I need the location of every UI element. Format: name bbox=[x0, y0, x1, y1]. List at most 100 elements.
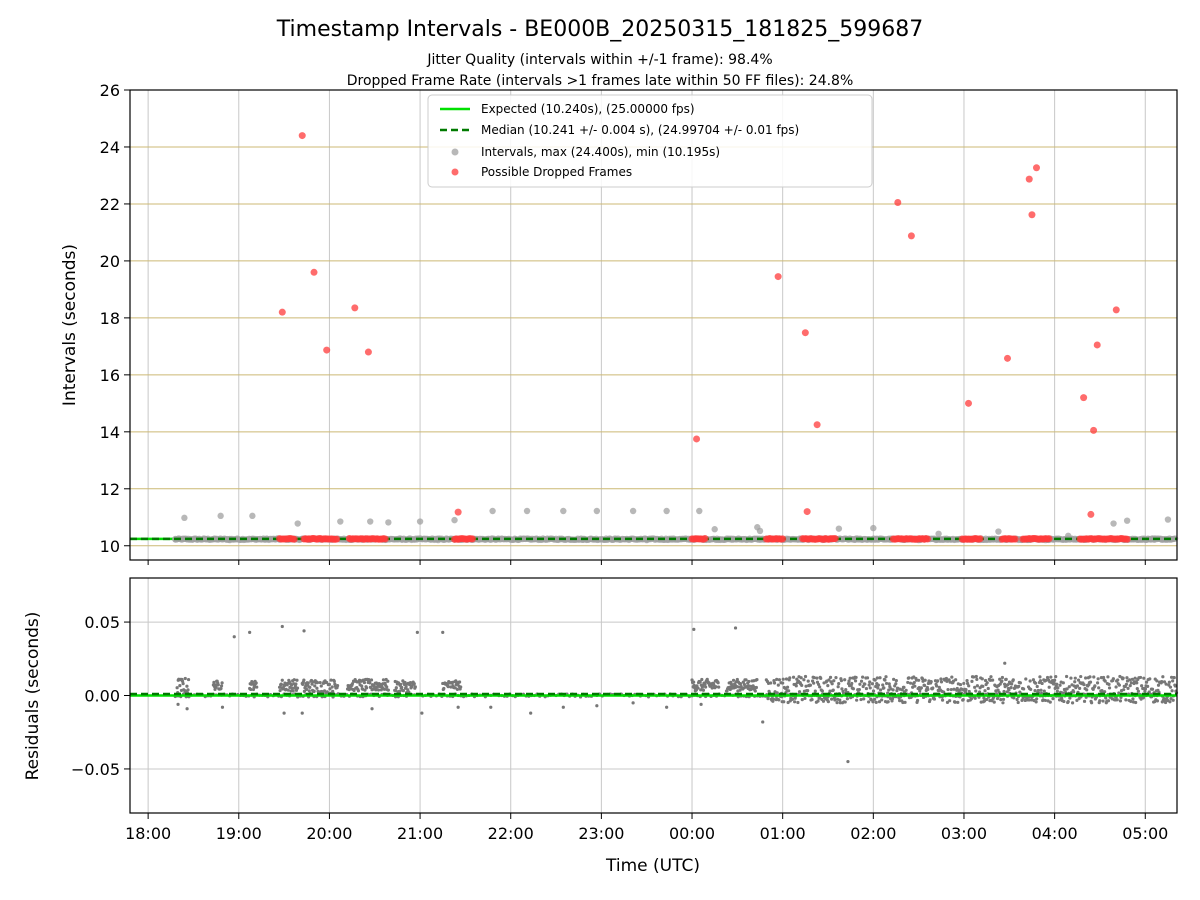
top-y-tick-label: 22 bbox=[100, 195, 120, 214]
residual-point bbox=[185, 684, 189, 688]
residual-point bbox=[1095, 681, 1100, 685]
residual-point bbox=[980, 677, 984, 681]
residual-point bbox=[861, 675, 865, 679]
residual-point bbox=[280, 624, 284, 629]
interval-point bbox=[663, 507, 670, 515]
residual-point bbox=[399, 682, 403, 687]
residual-point bbox=[985, 681, 989, 685]
residual-point bbox=[800, 683, 804, 688]
residual-point bbox=[442, 686, 446, 691]
residual-point bbox=[1082, 683, 1086, 687]
residual-point bbox=[880, 698, 884, 702]
interval-point bbox=[1123, 517, 1131, 524]
residual-point bbox=[1060, 696, 1064, 700]
interval-point bbox=[294, 520, 301, 527]
x-tick-label: 02:00 bbox=[850, 824, 896, 843]
residual-point bbox=[839, 679, 844, 683]
residual-point bbox=[404, 685, 408, 689]
residual-point bbox=[812, 681, 816, 685]
residual-point bbox=[255, 685, 259, 689]
residual-point bbox=[886, 691, 890, 695]
interval-point bbox=[870, 524, 877, 532]
residual-point bbox=[376, 688, 381, 692]
residual-point bbox=[940, 698, 945, 702]
residual-point bbox=[1001, 697, 1006, 701]
residual-point bbox=[815, 676, 819, 680]
bottom-plot-frame bbox=[129, 577, 1178, 814]
residual-point bbox=[867, 683, 871, 687]
residual-point bbox=[877, 700, 882, 704]
residual-point bbox=[1000, 679, 1004, 683]
residual-point bbox=[747, 679, 751, 684]
residual-point bbox=[1164, 682, 1168, 686]
residual-point bbox=[971, 675, 976, 679]
residual-point bbox=[1015, 697, 1019, 702]
legend-box bbox=[427, 94, 873, 188]
residual-point bbox=[956, 700, 960, 704]
x-tick-label: 00:00 bbox=[669, 824, 715, 843]
residual-point bbox=[754, 685, 758, 690]
residual-point bbox=[212, 680, 216, 684]
residual-point bbox=[855, 698, 859, 702]
residual-point bbox=[904, 688, 908, 692]
residual-point bbox=[302, 689, 307, 693]
residual-point bbox=[926, 687, 930, 691]
residual-point bbox=[312, 689, 316, 693]
residual-point bbox=[400, 685, 404, 690]
residual-point bbox=[816, 699, 820, 703]
residual-point bbox=[797, 690, 802, 694]
dropped-frame-point bbox=[1123, 535, 1131, 543]
residual-point bbox=[332, 679, 336, 683]
residual-point bbox=[412, 682, 416, 686]
residual-point bbox=[787, 689, 791, 693]
dropped-frame-point bbox=[831, 535, 839, 543]
interval-point bbox=[367, 518, 374, 525]
residual-point bbox=[282, 711, 286, 715]
residual-point bbox=[840, 687, 844, 691]
residual-point bbox=[775, 677, 779, 682]
residual-point bbox=[1055, 689, 1059, 693]
dropped-frame-point bbox=[894, 199, 902, 207]
residual-point bbox=[1042, 689, 1046, 693]
residual-point bbox=[1078, 686, 1082, 690]
residual-point bbox=[335, 684, 340, 688]
residual-point bbox=[818, 685, 822, 689]
residual-point bbox=[808, 683, 813, 687]
residual-point bbox=[816, 682, 821, 687]
residual-point bbox=[965, 678, 969, 683]
dropped-frame-point bbox=[1011, 535, 1019, 543]
residual-point bbox=[806, 679, 810, 683]
residual-point bbox=[777, 678, 782, 682]
residual-point bbox=[913, 684, 917, 688]
residual-point bbox=[185, 707, 189, 711]
legend-intervals-label: Intervals, max (24.400s), min (10.195s) bbox=[481, 145, 720, 159]
dropped-frame-point bbox=[333, 535, 341, 543]
residual-point bbox=[884, 675, 888, 679]
residual-point bbox=[838, 698, 842, 702]
residual-point bbox=[854, 675, 858, 680]
residual-point bbox=[716, 681, 720, 685]
residual-point bbox=[857, 687, 861, 692]
interval-point bbox=[249, 512, 256, 520]
residual-point bbox=[850, 681, 854, 686]
residual-point bbox=[989, 675, 993, 679]
residual-point bbox=[826, 700, 830, 704]
residual-point bbox=[180, 679, 185, 683]
interval-point bbox=[835, 525, 843, 532]
residual-point bbox=[1066, 699, 1070, 704]
residual-point bbox=[739, 682, 743, 686]
residual-point bbox=[1085, 688, 1089, 692]
residual-point bbox=[294, 682, 298, 686]
residual-point bbox=[1012, 696, 1016, 700]
x-tick-label: 18:00 bbox=[125, 824, 171, 843]
residual-point bbox=[878, 676, 882, 680]
residual-point bbox=[302, 678, 306, 682]
residual-point bbox=[1116, 678, 1120, 682]
residual-point bbox=[955, 686, 959, 691]
top-plot-frame bbox=[129, 89, 1178, 561]
legend-median-label: Median (10.241 +/- 0.004 s), (24.99704 +… bbox=[481, 123, 799, 137]
residual-point bbox=[1065, 687, 1069, 691]
residual-point bbox=[181, 681, 185, 686]
residual-point bbox=[771, 697, 776, 701]
residual-point bbox=[213, 683, 218, 687]
